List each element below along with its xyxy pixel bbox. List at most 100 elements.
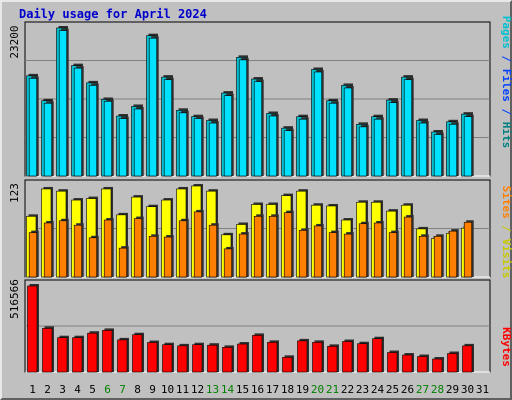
x-tick-label-27: 27 (416, 383, 429, 396)
bar-sites-day-8 (133, 216, 144, 278)
bar-kbytes-day-25 (387, 350, 399, 373)
x-tick-label-15: 15 (236, 383, 249, 396)
bar (297, 340, 308, 373)
bar (73, 224, 82, 278)
right-label-part: Hits (500, 122, 512, 149)
bar-files-day-21 (328, 101, 339, 177)
bar-sites-day-20 (313, 223, 324, 278)
right-label-part: Files (500, 69, 512, 102)
bar (387, 352, 398, 373)
bar-kbytes-day-18 (282, 355, 294, 373)
bar (433, 236, 443, 278)
bar-files-day-11 (178, 110, 189, 177)
bar (118, 247, 127, 278)
bar-files-day-12 (193, 116, 204, 177)
bar-kbytes-day-7 (117, 337, 129, 373)
bar-kbytes-day-21 (327, 344, 339, 373)
right-label-part: KBytes (500, 327, 512, 367)
bar (373, 222, 383, 278)
bar (433, 134, 443, 177)
bar (28, 232, 38, 278)
x-tick-label-26: 26 (401, 383, 414, 396)
bar (463, 116, 473, 177)
x-tick-label-12: 12 (191, 383, 204, 396)
bar-files-day-20 (313, 70, 324, 177)
bar-sites-day-25 (388, 230, 399, 278)
x-tick-label-21: 21 (326, 383, 339, 396)
bar (147, 342, 158, 373)
bar-files-day-26 (403, 77, 414, 177)
bar (207, 344, 218, 373)
bar (358, 223, 368, 278)
bar-files-day-27 (418, 121, 429, 177)
bar (418, 236, 428, 278)
bar-kbytes-day-11 (177, 343, 189, 373)
x-tick-label-9: 9 (149, 383, 156, 396)
bar (267, 342, 278, 373)
bar (177, 345, 188, 373)
bar (88, 237, 97, 278)
x-tick-label-11: 11 (176, 383, 189, 396)
bar (252, 335, 263, 373)
x-tick-label-18: 18 (281, 383, 294, 396)
bar-files-day-22 (343, 85, 354, 177)
bar (72, 337, 83, 373)
bar (253, 81, 262, 177)
bar (148, 37, 157, 177)
bar (388, 232, 398, 278)
bar-sites-day-2 (43, 220, 54, 278)
bar-sites-day-29 (448, 229, 459, 278)
bar-files-day-1 (28, 76, 39, 177)
bar-sites-day-28 (433, 234, 444, 278)
bar (328, 232, 338, 278)
bar (192, 344, 203, 373)
bar-kbytes-day-17 (267, 340, 279, 373)
bar (342, 341, 353, 373)
bar-kbytes-day-13 (207, 343, 219, 373)
bar-sites-day-15 (238, 232, 249, 278)
bar (463, 221, 473, 278)
bar (327, 346, 338, 373)
bar (283, 212, 293, 278)
bar (88, 85, 97, 177)
x-tick-label-23: 23 (356, 383, 369, 396)
bar-kbytes-day-8 (132, 332, 144, 373)
bar-sites-day-10 (163, 235, 174, 278)
bar-kbytes-day-24 (372, 336, 384, 373)
bar-kbytes-day-23 (357, 341, 369, 373)
bar-files-day-30 (463, 114, 474, 177)
bar-files-day-3 (58, 28, 69, 177)
bar (403, 79, 413, 177)
x-tick-label-30: 30 (461, 383, 474, 396)
bar (43, 222, 53, 278)
bar-kbytes-day-19 (297, 338, 309, 373)
bar (282, 357, 293, 373)
x-tick-label-31: 31 (476, 383, 489, 396)
bar-kbytes-day-6 (102, 328, 114, 373)
bar-files-day-5 (88, 83, 99, 177)
x-tick-label-24: 24 (371, 383, 385, 396)
bar-kbytes-day-26 (402, 353, 414, 373)
bar (298, 118, 308, 177)
bar (268, 216, 278, 278)
bar (57, 337, 68, 373)
right-label-part: / (500, 102, 512, 122)
bar (178, 220, 187, 278)
bar (103, 101, 112, 177)
bar (312, 342, 323, 373)
x-tick-label-8: 8 (134, 383, 141, 396)
right-label-part: Visits (500, 239, 512, 279)
bar (357, 343, 368, 373)
bar (418, 122, 428, 177)
bar (58, 30, 68, 177)
bar-sites-day-17 (268, 214, 279, 278)
bar (343, 87, 353, 177)
x-tick-label-19: 19 (296, 383, 309, 396)
bar (193, 211, 202, 278)
bar (237, 343, 248, 373)
bar-sites-day-11 (178, 218, 189, 278)
bar (132, 334, 143, 373)
bar (372, 338, 383, 373)
bar-kbytes-day-12 (192, 342, 204, 373)
